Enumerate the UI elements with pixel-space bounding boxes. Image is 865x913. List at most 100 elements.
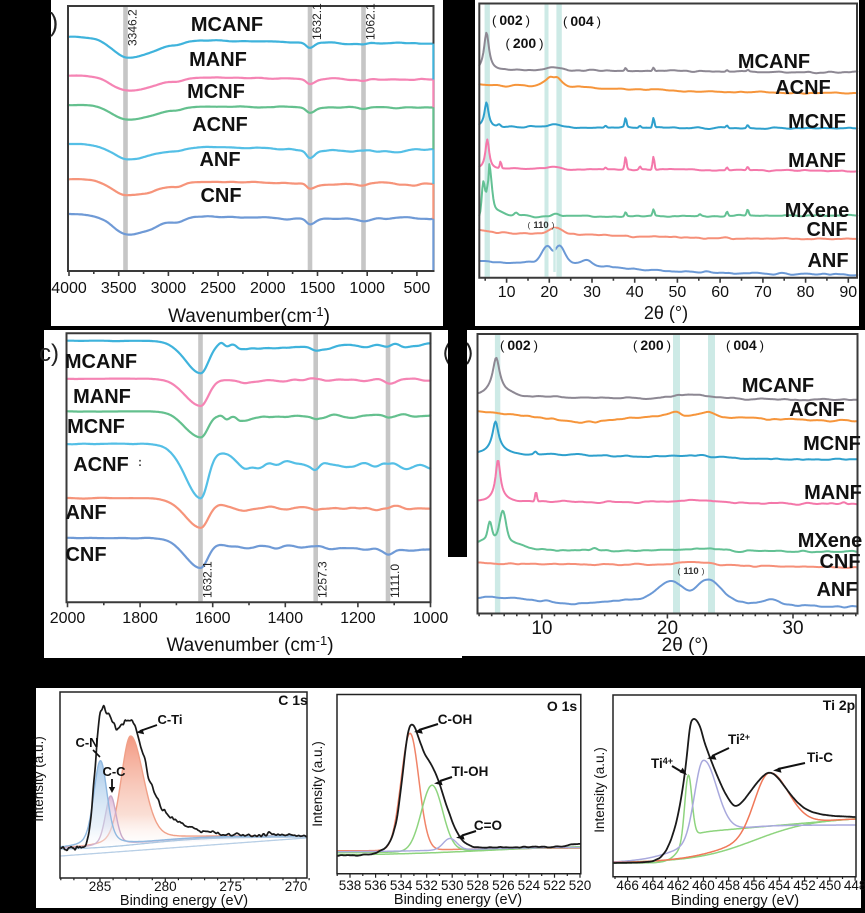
svg-text:456: 456: [743, 878, 766, 893]
svg-text:CNF: CNF: [65, 544, 106, 566]
svg-text:30: 30: [583, 284, 601, 301]
svg-text:10: 10: [531, 618, 552, 639]
svg-text:ANF: ANF: [816, 579, 857, 601]
svg-text:2000: 2000: [250, 280, 286, 297]
svg-text:(004): (004): [563, 13, 601, 29]
svg-text:ANF: ANF: [199, 149, 240, 171]
svg-text:275: 275: [219, 879, 242, 894]
svg-text:C-C: C-C: [102, 764, 126, 779]
svg-text:ANF: ANF: [807, 250, 848, 272]
svg-text:Ti-C: Ti-C: [807, 750, 833, 765]
svg-text:(110): (110): [677, 566, 704, 577]
svg-text:4000: 4000: [51, 280, 87, 297]
svg-text:70: 70: [754, 284, 772, 301]
svg-text:452: 452: [793, 878, 816, 893]
svg-text:450: 450: [819, 878, 842, 893]
svg-text:448: 448: [844, 878, 865, 893]
svg-text:500: 500: [404, 280, 431, 297]
svg-text:1062.1: 1062.1: [364, 3, 378, 40]
svg-text:Binding energy (eV): Binding energy (eV): [120, 893, 248, 908]
svg-text:454: 454: [768, 878, 791, 893]
svg-text:Intensity (a.u.): Intensity (a.u.): [31, 736, 46, 822]
svg-text:ANF: ANF: [65, 502, 106, 524]
svg-text:536: 536: [364, 878, 387, 893]
svg-text:(002): (002): [500, 337, 538, 353]
svg-text:524: 524: [518, 878, 541, 893]
svg-text:CNF: CNF: [200, 185, 241, 207]
svg-text:528: 528: [467, 878, 490, 893]
svg-text:526: 526: [492, 878, 515, 893]
svg-text:ACNF: ACNF: [789, 399, 845, 421]
svg-text:458: 458: [717, 878, 740, 893]
svg-text:ACNF: ACNF: [73, 454, 129, 476]
svg-text:MXene: MXene: [785, 200, 849, 222]
svg-text:460: 460: [692, 878, 715, 893]
svg-text:Intensity (a.u.): Intensity (a.u.): [310, 741, 325, 827]
svg-text:532: 532: [415, 878, 438, 893]
svg-text:MCNF: MCNF: [187, 81, 245, 103]
svg-text:90: 90: [839, 284, 857, 301]
svg-text:2000: 2000: [50, 610, 86, 627]
svg-text:464: 464: [642, 878, 665, 893]
svg-text:40: 40: [626, 284, 644, 301]
svg-text:1257.3: 1257.3: [316, 561, 330, 598]
svg-text:ACNF: ACNF: [192, 114, 248, 136]
svg-text:538: 538: [339, 878, 362, 893]
svg-text:280: 280: [154, 879, 177, 894]
svg-text:2500: 2500: [200, 280, 236, 297]
svg-text:20: 20: [540, 284, 558, 301]
svg-text:60: 60: [711, 284, 729, 301]
svg-text:MANF: MANF: [804, 482, 862, 504]
svg-text:(004): (004): [726, 337, 764, 353]
svg-text:Binding energy (eV): Binding energy (eV): [671, 893, 799, 908]
svg-text:1632.1: 1632.1: [310, 3, 324, 40]
svg-text:10: 10: [498, 284, 516, 301]
svg-text:462: 462: [667, 878, 690, 893]
svg-text:2θ (°): 2θ (°): [662, 635, 709, 656]
svg-text:Wavenumber (cm-1): Wavenumber (cm-1): [166, 633, 333, 656]
svg-text:(110): (110): [527, 220, 554, 231]
svg-text:C-OH: C-OH: [438, 712, 473, 727]
svg-text:MANF: MANF: [189, 49, 247, 71]
svg-text:1000: 1000: [413, 610, 449, 627]
svg-text:C 1s: C 1s: [278, 692, 308, 708]
svg-text:466: 466: [616, 878, 639, 893]
svg-text:1200: 1200: [340, 610, 376, 627]
svg-text:530: 530: [441, 878, 464, 893]
svg-text:TI-OH: TI-OH: [452, 764, 489, 779]
svg-text::: :: [138, 455, 142, 469]
svg-text:3346.2: 3346.2: [126, 9, 140, 46]
svg-text:): ): [50, 7, 59, 37]
svg-text:MCANF: MCANF: [742, 375, 814, 397]
svg-text:CNF: CNF: [806, 219, 847, 241]
svg-text:MCNF: MCNF: [803, 433, 861, 455]
svg-text:3500: 3500: [101, 280, 137, 297]
svg-text:3000: 3000: [151, 280, 187, 297]
svg-text:270: 270: [285, 879, 308, 894]
svg-text:1000: 1000: [349, 280, 385, 297]
svg-text:ACNF: ACNF: [775, 77, 831, 99]
svg-text:1800: 1800: [122, 610, 158, 627]
svg-text:MCANF: MCANF: [191, 14, 263, 36]
svg-text:Binding energy (eV): Binding energy (eV): [394, 892, 522, 908]
svg-text:MCANF: MCANF: [738, 51, 810, 73]
svg-text:50: 50: [669, 284, 687, 301]
svg-text:MCNF: MCNF: [67, 416, 125, 438]
svg-text:1400: 1400: [268, 610, 304, 627]
svg-text:20: 20: [657, 618, 678, 639]
svg-text:Intensity (a.u.): Intensity (a.u.): [592, 747, 607, 833]
svg-text:520: 520: [569, 878, 592, 893]
svg-text:1600: 1600: [195, 610, 231, 627]
svg-text:C=O: C=O: [474, 818, 502, 833]
svg-text:(200): (200): [633, 337, 671, 353]
svg-text:522: 522: [543, 878, 566, 893]
svg-text:534: 534: [390, 878, 413, 893]
svg-text:MANF: MANF: [73, 386, 131, 408]
svg-text:285: 285: [89, 879, 112, 894]
svg-text:MCNF: MCNF: [788, 111, 846, 133]
svg-text:80: 80: [797, 284, 815, 301]
svg-text:MXene: MXene: [798, 530, 862, 552]
svg-text:O 1s: O 1s: [547, 698, 578, 714]
svg-text:Wavenumber(cm-1): Wavenumber(cm-1): [168, 304, 330, 327]
svg-text:C-N: C-N: [75, 735, 98, 750]
